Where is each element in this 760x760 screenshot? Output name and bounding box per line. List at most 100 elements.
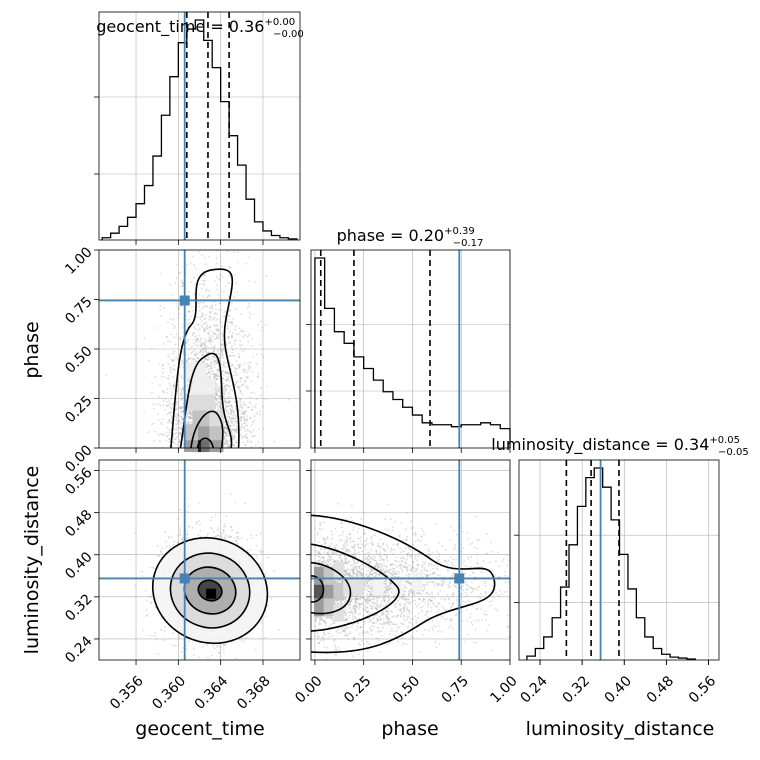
sample-point	[194, 336, 196, 338]
sample-point	[177, 434, 180, 436]
sample-point	[212, 331, 215, 334]
sample-point	[266, 385, 268, 388]
sample-point	[242, 350, 244, 353]
sample-point	[240, 416, 243, 418]
sample-point	[216, 387, 218, 390]
sample-point	[227, 337, 230, 340]
sample-point	[254, 435, 256, 437]
sample-point	[237, 537, 240, 540]
sample-point	[236, 420, 239, 423]
sample-point	[226, 351, 229, 353]
sample-point	[169, 368, 172, 371]
sample-point	[235, 425, 238, 428]
sample-point	[225, 439, 228, 442]
sample-point	[200, 345, 203, 347]
sample-point	[227, 419, 230, 422]
sample-point	[245, 371, 248, 373]
sample-point	[230, 302, 233, 305]
sample-point	[221, 333, 223, 335]
sample-point	[228, 380, 231, 383]
sample-point	[209, 375, 212, 378]
sample-point	[251, 338, 254, 340]
sample-point	[211, 359, 214, 361]
sample-point	[194, 283, 197, 286]
sample-point	[158, 395, 160, 398]
sample-point	[246, 419, 249, 422]
sample-point	[215, 257, 218, 260]
sample-point	[225, 406, 228, 408]
sample-point	[255, 545, 258, 547]
sample-point	[232, 397, 235, 400]
sample-point	[222, 341, 224, 344]
sample-point	[223, 401, 226, 403]
sample-point	[200, 337, 203, 340]
sample-point	[265, 274, 268, 277]
sample-point	[206, 339, 209, 342]
sample-point	[221, 350, 224, 353]
sample-point	[234, 367, 237, 370]
sample-point	[164, 408, 166, 411]
sample-point	[259, 320, 262, 323]
sample-point	[179, 339, 182, 341]
sample-point	[181, 326, 184, 329]
sample-point	[240, 428, 243, 431]
sample-point	[180, 406, 183, 409]
sample-point	[213, 346, 216, 349]
sample-point	[208, 318, 210, 321]
sample-point	[222, 354, 225, 356]
sample-point	[230, 320, 233, 323]
sample-point	[185, 415, 188, 418]
sample-point	[223, 428, 226, 431]
sample-point	[162, 418, 165, 420]
sample-point	[239, 419, 242, 422]
sample-point	[205, 345, 208, 348]
sample-point	[217, 527, 220, 529]
sample-point	[175, 432, 178, 434]
sample-point	[228, 400, 231, 403]
sample-point	[257, 428, 260, 430]
sample-point	[234, 537, 237, 539]
sample-point	[176, 358, 179, 361]
sample-point	[240, 347, 243, 350]
sample-point	[230, 411, 233, 414]
sample-point	[216, 372, 219, 375]
sample-point	[190, 357, 193, 360]
sample-point	[213, 317, 216, 319]
sample-point	[198, 334, 201, 336]
sample-point	[162, 399, 165, 402]
sample-point	[211, 346, 214, 349]
sample-point	[197, 656, 200, 659]
sample-point	[209, 367, 211, 370]
sample-point	[215, 373, 218, 376]
sample-point	[176, 305, 179, 308]
sample-point	[199, 523, 202, 526]
sample-point	[181, 407, 184, 410]
sample-point	[226, 321, 228, 323]
sample-point	[216, 328, 219, 331]
sample-point	[225, 384, 228, 387]
sample-point	[218, 356, 221, 359]
sample-point	[207, 358, 210, 361]
sample-point	[180, 394, 183, 397]
sample-point	[251, 435, 254, 437]
sample-point	[182, 351, 185, 353]
sample-point	[212, 335, 214, 338]
sample-point	[161, 371, 164, 374]
sample-point	[233, 343, 236, 345]
sample-point	[188, 348, 191, 351]
sample-point	[220, 535, 223, 537]
sample-point	[224, 389, 227, 391]
sample-point	[185, 393, 188, 395]
sample-point	[151, 382, 154, 385]
sample-point	[240, 417, 243, 420]
sample-point	[209, 326, 212, 328]
sample-point	[209, 372, 212, 375]
sample-point	[225, 410, 228, 413]
sample-point	[179, 426, 182, 429]
sample-point	[224, 366, 227, 368]
sample-point	[231, 323, 234, 326]
sample-point	[219, 406, 222, 408]
sample-point	[223, 430, 226, 433]
sample-point	[165, 404, 168, 407]
sample-point	[259, 563, 262, 566]
